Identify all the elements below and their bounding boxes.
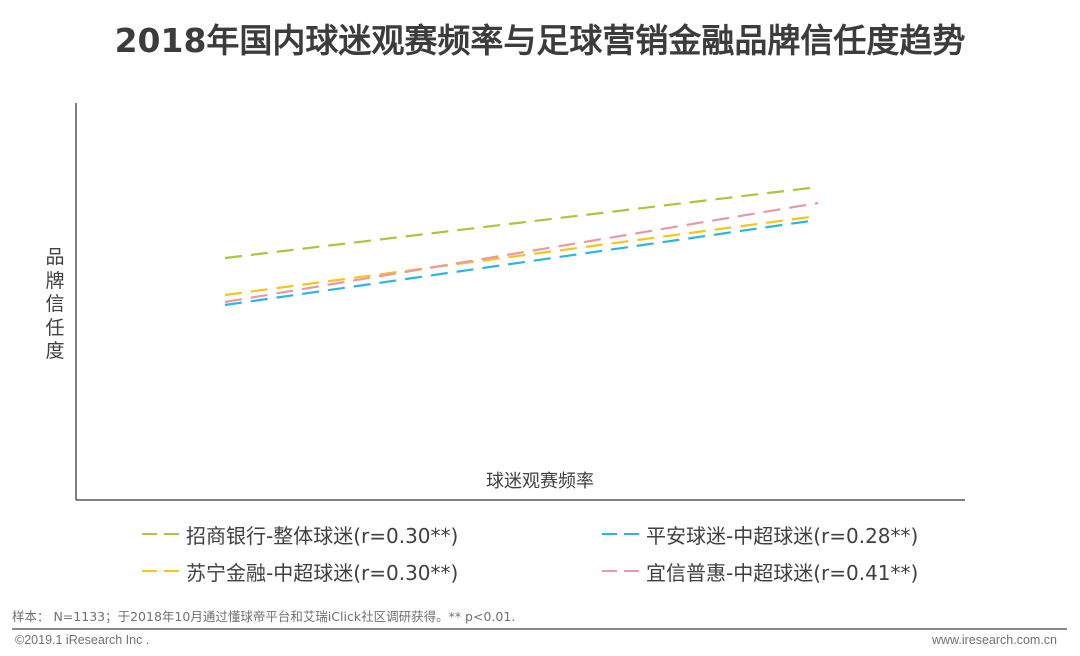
legend-label: 招商银行-整体球迷(r=0.30**) bbox=[186, 524, 459, 548]
legend-item: 招商银行-整体球迷(r=0.30**) bbox=[140, 520, 458, 549]
y-axis-label-char: 品 bbox=[45, 246, 65, 268]
legend-swatch-icon bbox=[600, 569, 642, 574]
trend-line bbox=[224, 186, 811, 260]
y-axis-label-char: 度 bbox=[45, 340, 65, 362]
legend-item: 苏宁金融-中超球迷(r=0.30**) bbox=[140, 557, 458, 586]
y-axis-label: 品 牌 信 任 度 bbox=[44, 246, 66, 364]
y-axis-label-char: 牌 bbox=[45, 269, 65, 292]
trend-line bbox=[224, 215, 811, 297]
y-axis-label-char: 任 bbox=[45, 316, 65, 339]
chart-title: 2018年国内球迷观赛频率与足球营销金融品牌信任度趋势 bbox=[114, 21, 966, 60]
trend-line bbox=[224, 219, 811, 307]
sample-note: 样本： N=1133；于2018年10月通过懂球帝平台和艾瑞iClick社区调研… bbox=[12, 609, 516, 624]
legend-label: 苏宁金融-中超球迷(r=0.30**) bbox=[186, 561, 459, 585]
website-link: www.iresearch.com.cn bbox=[931, 633, 1057, 647]
legend-label: 平安球迷-中超球迷(r=0.28**) bbox=[646, 524, 919, 548]
legend-swatch-icon bbox=[140, 532, 182, 537]
footer-divider bbox=[12, 628, 1067, 630]
legend-item: 平安球迷-中超球迷(r=0.28**) bbox=[600, 520, 918, 549]
y-axis-label-char: 信 bbox=[45, 293, 65, 315]
legend-swatch-icon bbox=[600, 532, 642, 537]
trend-line bbox=[224, 201, 819, 304]
legend-item: 宜信普惠-中超球迷(r=0.41**) bbox=[600, 557, 918, 586]
x-axis-label: 球迷观赛频率 bbox=[486, 471, 594, 492]
legend-label: 宜信普惠-中超球迷(r=0.41**) bbox=[646, 561, 919, 585]
copyright: ©2019.1 iResearch Inc . bbox=[15, 633, 150, 647]
legend-swatch-icon bbox=[140, 569, 182, 574]
